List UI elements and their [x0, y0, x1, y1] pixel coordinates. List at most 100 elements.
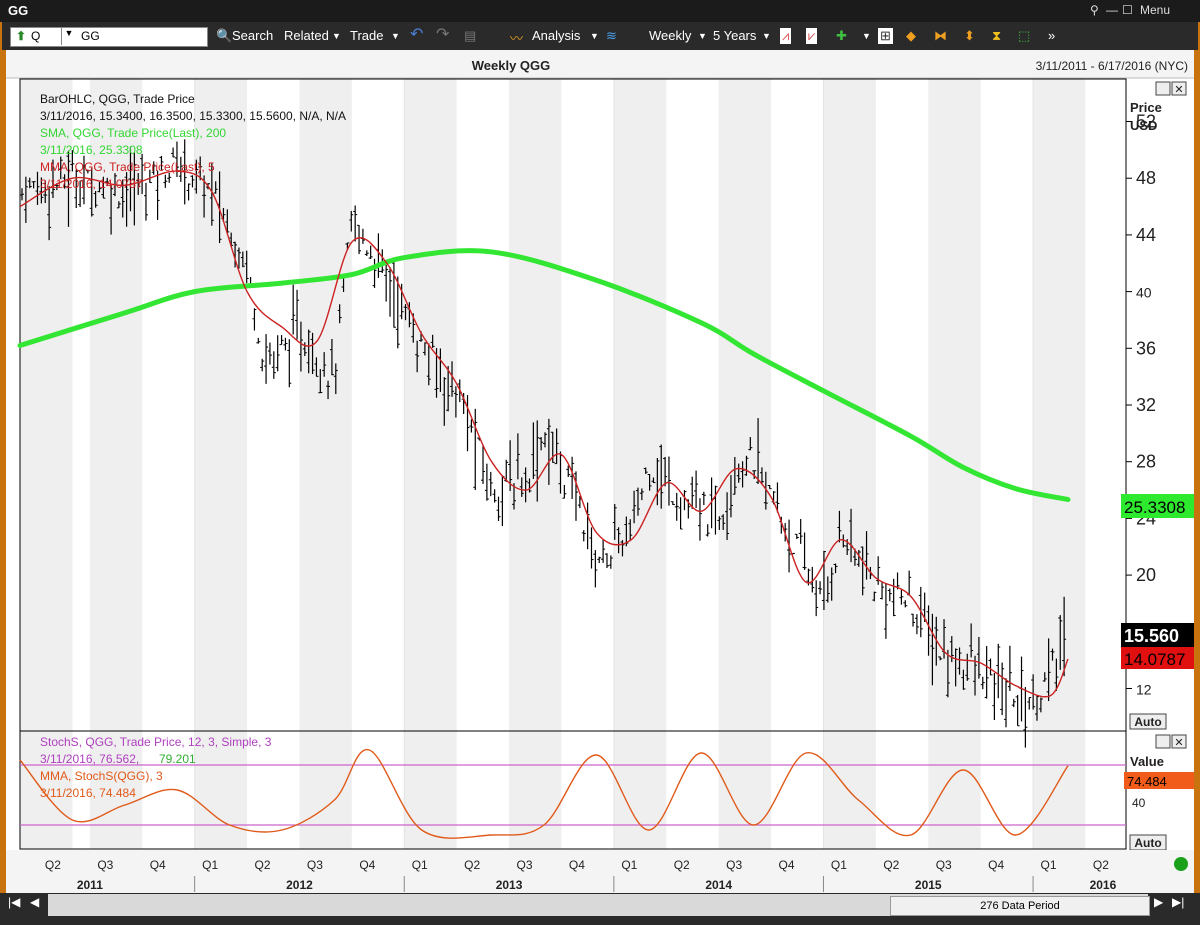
price-tick-label: 44: [1136, 225, 1156, 245]
pane-close-icon[interactable]: [1171, 81, 1187, 96]
sma-tag: [1121, 494, 1194, 518]
x-year-label: 2012: [286, 878, 313, 892]
quarter-band: [89, 79, 143, 849]
stoch-auto-label: Auto: [1134, 836, 1161, 850]
stoch-tag: [1124, 772, 1194, 789]
price-axis-title: Price: [1130, 100, 1162, 115]
mma-line: [19, 170, 1069, 698]
more-icon[interactable]: »: [1048, 28, 1056, 43]
legend-mma: MMA, QGG, Trade Price(Last), 5: [40, 160, 215, 174]
scroll-thumb[interactable]: 276 Data Period: [890, 896, 1150, 916]
time-scrollbar[interactable]: 276 Data Period: [48, 894, 1150, 916]
scroll-last-icon[interactable]: ▶|: [1172, 895, 1185, 909]
last-price-tag: [1121, 623, 1194, 647]
chart-title: Weekly QGG: [472, 58, 551, 73]
quarter-band: [613, 79, 667, 849]
x-quarter-label: Q1: [621, 858, 637, 872]
quarter-band: [299, 79, 352, 849]
x-quarter-label: Q3: [726, 858, 742, 872]
quarter-band: [823, 79, 876, 849]
price-tick-label: 52: [1136, 112, 1156, 132]
legend-stoch: StochS, QGG, Trade Price, 12, 3, Simple,…: [40, 735, 272, 749]
price-tick-label: 40: [1136, 285, 1152, 301]
stoch-line: [19, 749, 1069, 839]
chevron-down-icon: ▼: [698, 31, 707, 41]
x-quarter-label: Q4: [150, 858, 166, 872]
menu-label[interactable]: Menu: [1140, 3, 1171, 17]
scroll-right-icon[interactable]: ▶: [1154, 895, 1164, 909]
crosshair-icon[interactable]: ✚: [836, 28, 847, 43]
date-range: 3/11/2011 - 6/17/2016 (NYC): [1036, 59, 1188, 73]
compare-chart-icon[interactable]: ⩗: [806, 28, 818, 44]
price-tick-label: 48: [1136, 168, 1156, 188]
x-axis-strip: [6, 850, 1194, 893]
related-button[interactable]: Related: [284, 28, 329, 43]
up-arrow-icon: ⬆: [16, 29, 27, 43]
price-tick-label: 32: [1136, 395, 1156, 415]
x-quarter-label: Q1: [412, 858, 428, 872]
price-tick-label: 20: [1136, 565, 1156, 585]
x-quarter-label: Q2: [45, 858, 61, 872]
window-titlebar: GG ⚲ — ☐ Menu: [0, 0, 1200, 22]
x-quarter-label: Q3: [936, 858, 952, 872]
chevron-down-icon: ▼: [590, 31, 599, 41]
x-year-label: 2013: [496, 878, 523, 892]
window-title: GG: [8, 3, 29, 18]
folder-icon[interactable]: ▤: [464, 28, 477, 43]
symbol-input[interactable]: GG: [81, 29, 100, 43]
symbol-field[interactable]: ⬆ Q ▼ GG: [10, 27, 208, 47]
trade-button[interactable]: Trade: [350, 28, 384, 43]
chevron-down-icon: ▼: [862, 31, 871, 41]
legend-stoch-values: 3/11/2016, 76.562,: [40, 752, 139, 766]
x-quarter-label: Q1: [1041, 858, 1057, 872]
expand-icon[interactable]: ⧓: [934, 28, 947, 43]
quarter-band: [1033, 79, 1086, 849]
zoom-box-icon[interactable]: ⊞: [878, 28, 893, 44]
up-down-icon[interactable]: ⬍: [964, 28, 975, 43]
pane-restore-icon[interactable]: [1155, 81, 1171, 96]
hourglass-icon[interactable]: ⧗: [992, 28, 1002, 43]
price-tick-label: 28: [1136, 452, 1156, 472]
x-quarter-label: Q1: [831, 858, 847, 872]
dropdown-icon[interactable]: ▼: [61, 28, 76, 45]
search-icon[interactable]: 🔍: [216, 28, 233, 43]
studies-icon[interactable]: ≋: [606, 28, 617, 43]
auto-scale-button[interactable]: [1129, 713, 1167, 730]
range-select[interactable]: 5 Years: [713, 28, 757, 43]
x-quarter-label: Q2: [255, 858, 271, 872]
pin-icon[interactable]: ⚲: [1090, 3, 1099, 17]
chevron-down-icon: ▼: [332, 31, 341, 41]
x-quarter-label: Q3: [517, 858, 533, 872]
line-chart-icon[interactable]: ⩘: [780, 28, 792, 44]
stoch-pane-restore-icon[interactable]: [1155, 734, 1171, 749]
x-quarter-label: Q3: [97, 858, 113, 872]
sma-tag-text: 25.3308: [1124, 498, 1185, 517]
analysis-button[interactable]: Analysis: [532, 28, 581, 43]
x-quarter-label: Q4: [569, 858, 585, 872]
chevron-down-icon: ▼: [391, 31, 400, 41]
undo-icon[interactable]: ↶: [410, 26, 424, 43]
scroll-left-right-icon[interactable]: ◆: [906, 28, 916, 43]
legend-stoch-mma: MMA, StochS(QGG), 3: [40, 769, 163, 783]
redo-icon[interactable]: ↷: [436, 26, 450, 43]
scroll-first-icon[interactable]: |◀: [8, 895, 21, 909]
price-axis-unit: USD: [1130, 118, 1157, 133]
x-year-label: 2011: [77, 878, 103, 892]
scroll-left-icon[interactable]: ◀: [30, 895, 40, 909]
periodicity-select[interactable]: Weekly: [649, 28, 692, 43]
x-year-label: 2016: [1090, 878, 1117, 892]
minimize-icon[interactable]: —: [1106, 3, 1118, 17]
x-quarter-label: Q2: [464, 858, 480, 872]
legend-sma: SMA, QGG, Trade Price(Last), 200: [40, 126, 226, 140]
price-chart[interactable]: Weekly QGG 3/11/2011 - 6/17/2016 (NYC) P…: [6, 50, 1194, 893]
search-button[interactable]: Search: [232, 28, 274, 43]
stoch-pane-close-icon[interactable]: [1171, 734, 1187, 749]
select-icon[interactable]: ⬚: [1018, 28, 1031, 43]
legend-stoch-mma-values: 3/11/2016, 74.484: [40, 786, 136, 800]
maximize-icon[interactable]: ☐: [1122, 3, 1133, 17]
analysis-icon: 〰: [510, 31, 524, 46]
quarter-band: [194, 79, 248, 849]
x-quarter-label: Q4: [359, 858, 375, 872]
chart-panel: Weekly QGG 3/11/2011 - 6/17/2016 (NYC) P…: [6, 50, 1194, 893]
stoch-tick-40: 40: [1132, 796, 1146, 810]
